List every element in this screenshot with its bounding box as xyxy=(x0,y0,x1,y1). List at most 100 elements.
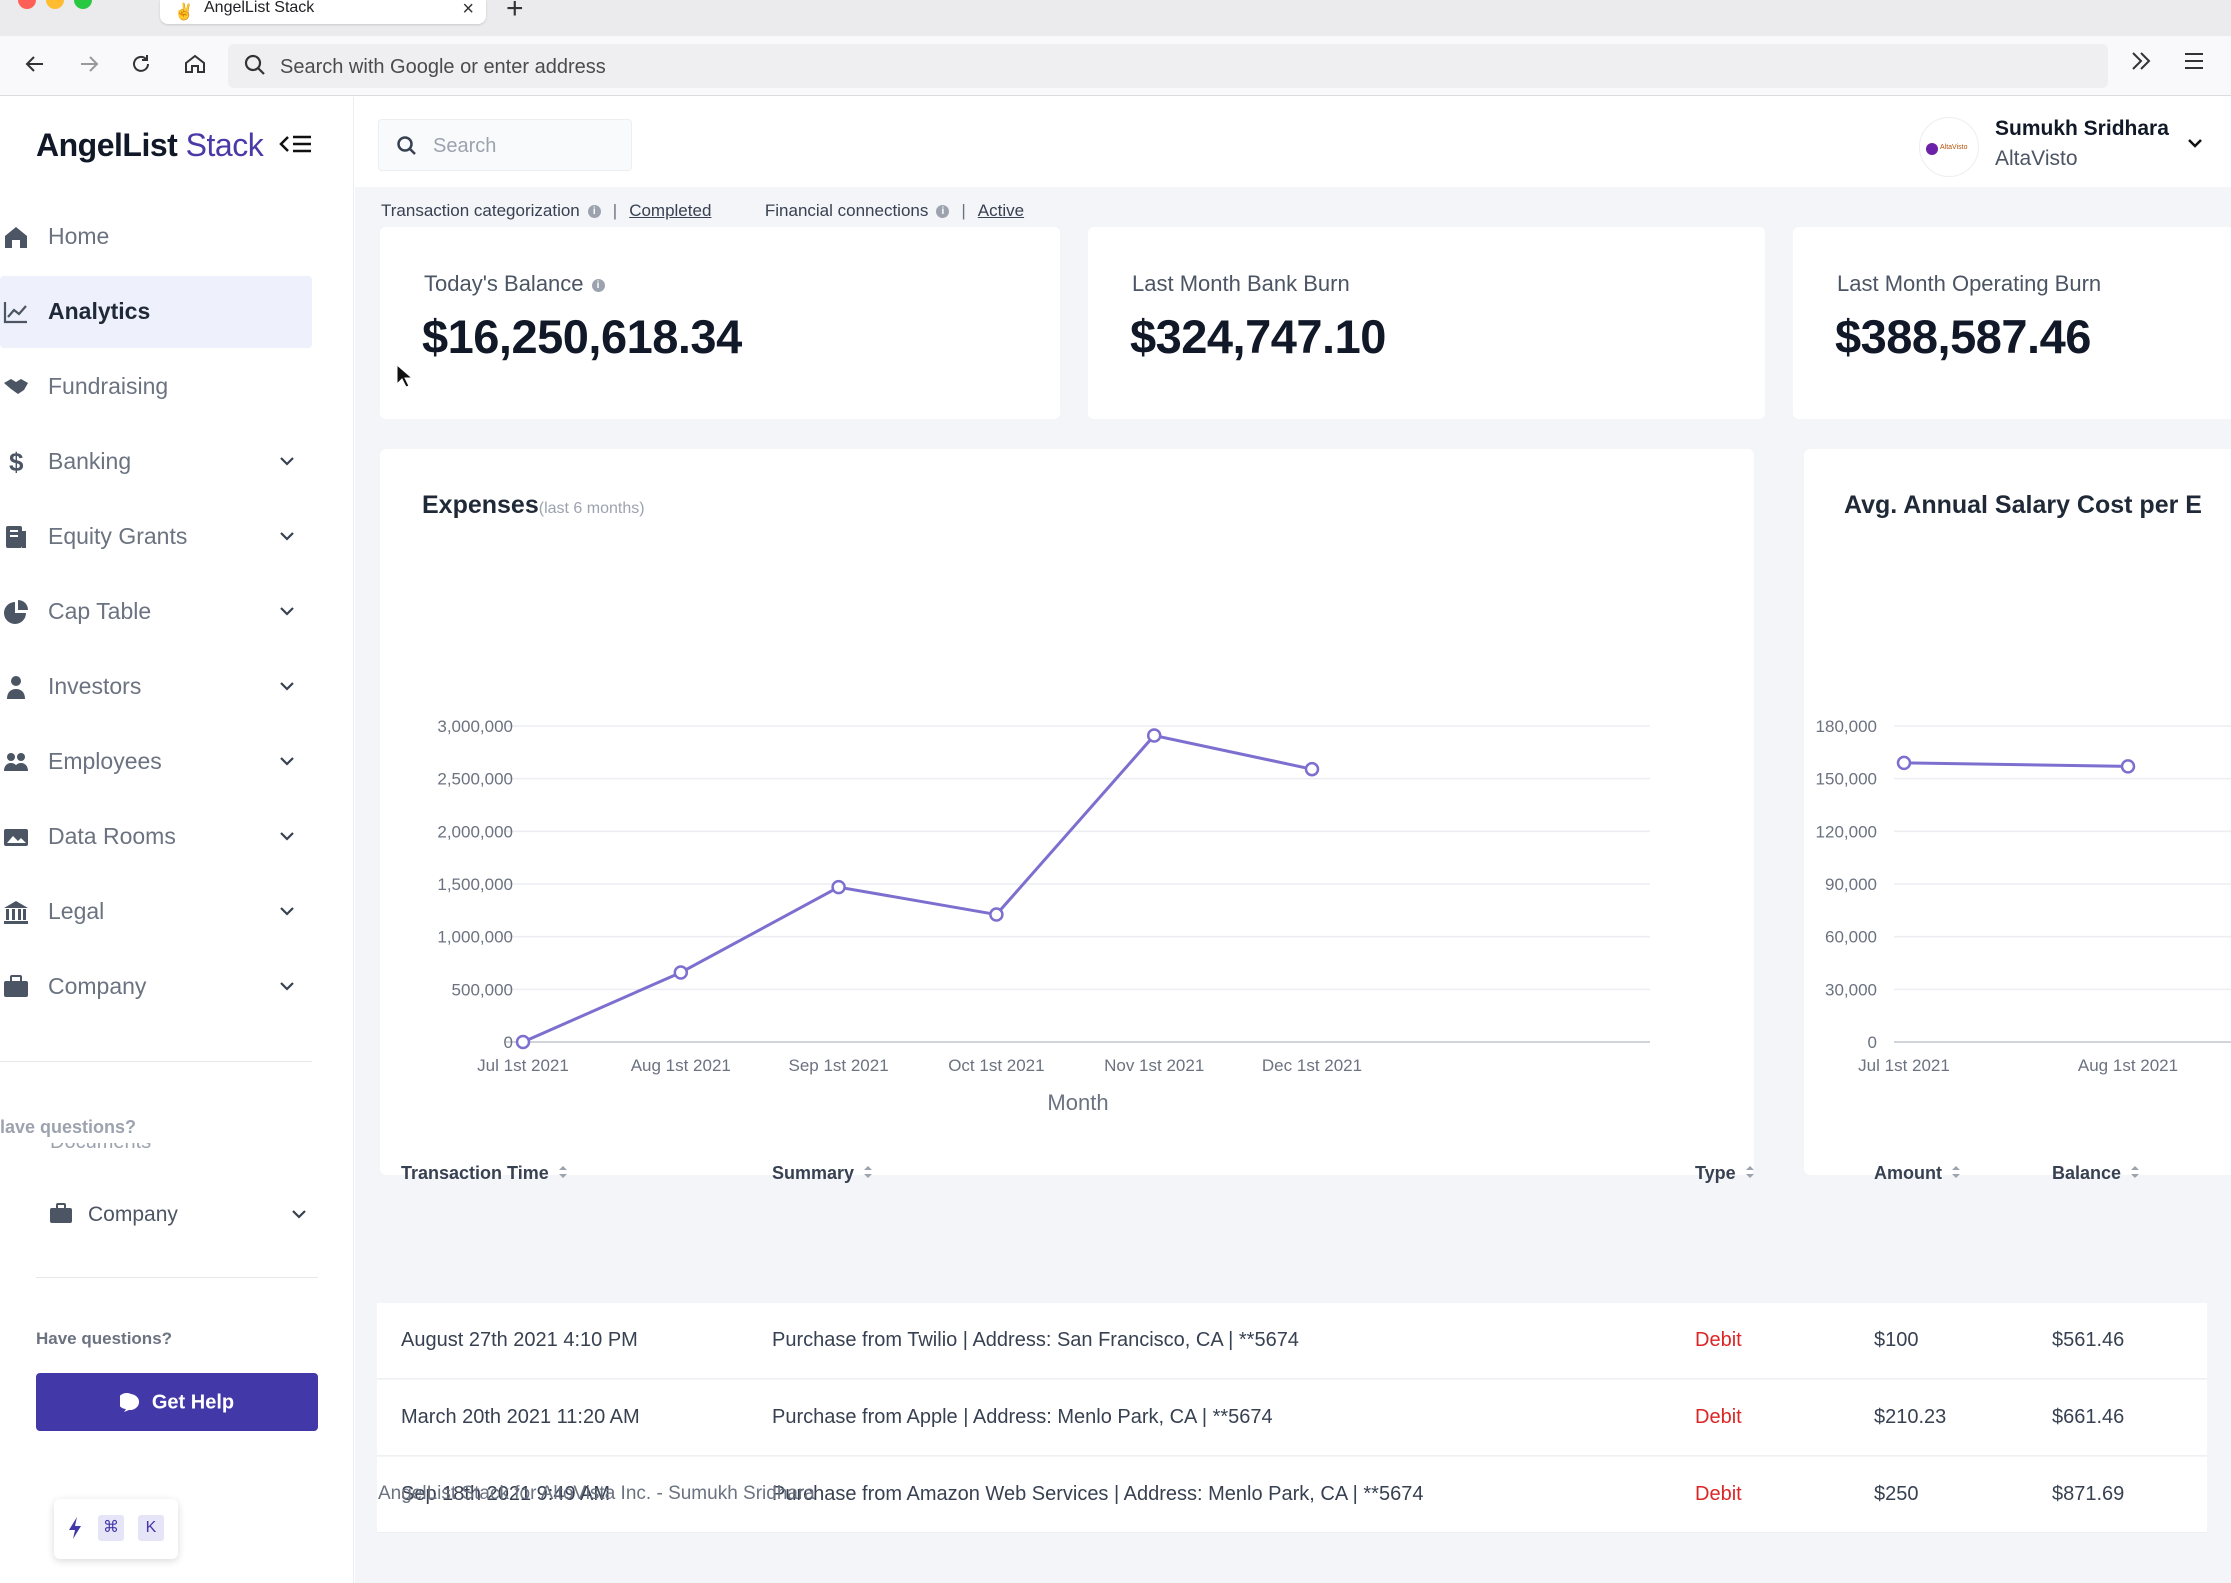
data-point[interactable] xyxy=(1304,761,1320,777)
data-point[interactable] xyxy=(1146,728,1162,743)
search-icon xyxy=(240,50,270,85)
org-avatar[interactable]: AltaVisto xyxy=(1919,117,1979,177)
hamburger-menu-icon[interactable] xyxy=(2182,48,2206,81)
data-point[interactable] xyxy=(831,879,846,895)
info-icon[interactable]: i xyxy=(591,278,605,292)
sidebar: AngelList Stack Home Analytics Fundraising… xyxy=(0,97,354,1583)
cell-type: Debit xyxy=(1695,1329,1742,1351)
column-header-balance[interactable]: Balance xyxy=(2052,1163,2141,1185)
salary-line-chart: 0 30,000 60,000 90,000 120,000 150,000 180,000… xyxy=(1816,717,2231,1075)
angellist-stack-logo[interactable]: AngelList Stack xyxy=(36,127,264,164)
categorization-status-link[interactable]: Completed xyxy=(629,201,712,220)
zoom-window-button[interactable] xyxy=(74,0,92,9)
y-tick-label: 150,000 xyxy=(1816,770,1877,789)
y-tick-label: 0 xyxy=(504,1033,513,1052)
sidebar-item-home[interactable]: Home xyxy=(0,201,312,273)
y-tick-label: 1,000,000 xyxy=(437,928,513,947)
info-icon[interactable]: i xyxy=(587,205,601,219)
browser-tab[interactable]: ✌ AngelList Stack × xyxy=(160,0,486,24)
connections-label: Financial connections xyxy=(764,201,929,220)
chart-title: Expenses(last 6 months) xyxy=(422,491,645,519)
x-tick-label: Jul 1st 2021 xyxy=(1858,1056,1950,1075)
sort-icon[interactable] xyxy=(1744,1164,1756,1185)
table-row[interactable]: Sep 18th 2021 9:49 AM Purchase from Amaz… xyxy=(377,1457,2207,1533)
cell-time: August 27th 2021 4:10 PM xyxy=(401,1329,638,1351)
cell-balance: $661.46 xyxy=(2052,1406,2125,1428)
sidebar-item-company-secondary[interactable]: Company xyxy=(48,1193,348,1237)
chat-bubble-icon xyxy=(117,1392,139,1412)
cell-balance: $871.69 xyxy=(2052,1483,2125,1505)
sort-icon[interactable] xyxy=(862,1164,874,1185)
overflow-chevrons-icon[interactable] xyxy=(2128,48,2154,81)
data-point[interactable] xyxy=(673,965,689,980)
sort-icon[interactable] xyxy=(1950,1164,1962,1185)
expenses-chart-card: Expenses(last 6 months) 0 500,000 1,000,00… xyxy=(380,449,1754,1175)
chevron-down-icon[interactable] xyxy=(2185,133,2205,158)
column-header-transaction-time[interactable]: Transaction Time xyxy=(401,1163,569,1185)
back-arrow-icon[interactable] xyxy=(18,50,52,84)
have-questions-label: Have questions? xyxy=(36,1329,173,1348)
data-point[interactable] xyxy=(989,907,1004,922)
have-questions-ghost-text: lave questions? xyxy=(0,1117,137,1137)
tab-title: AngelList Stack xyxy=(204,0,315,16)
y-tick-label: 3,000,000 xyxy=(437,717,513,736)
sidebar-item-cap-table[interactable]: Cap Table xyxy=(0,576,312,648)
plus-icon[interactable]: + xyxy=(506,0,524,25)
column-header-type[interactable]: Type xyxy=(1695,1163,1756,1185)
connections-status-link[interactable]: Active xyxy=(977,201,1025,220)
user-org[interactable]: AltaVisto xyxy=(1995,147,2078,170)
sort-icon[interactable] xyxy=(557,1164,569,1185)
command-bar-shortcut[interactable]: ⌘ K xyxy=(54,1499,178,1559)
minimize-window-button[interactable] xyxy=(46,0,64,9)
cell-summary: Purchase from Amazon Web Services | Addr… xyxy=(772,1483,1424,1505)
person-icon xyxy=(2,673,30,701)
series-line xyxy=(1903,761,2129,768)
close-window-button[interactable] xyxy=(18,0,36,9)
close-icon[interactable]: × xyxy=(462,0,474,20)
stat-value: $324,747.10 xyxy=(1130,310,1386,363)
sidebar-item-analytics[interactable]: Analytics xyxy=(0,276,312,348)
x-tick-label: Sep 1st 2021 xyxy=(788,1056,888,1075)
column-header-amount[interactable]: Amount xyxy=(1874,1163,1962,1185)
sidebar-item-label: Company xyxy=(88,1203,178,1226)
sidebar-item-legal[interactable]: Legal xyxy=(0,876,312,948)
sidebar-item-investors[interactable]: Investors xyxy=(0,651,312,723)
table-row[interactable]: August 27th 2021 4:10 PM Purchase from T… xyxy=(377,1303,2207,1379)
org-logo-mark-icon xyxy=(1926,143,1938,155)
sidebar-item-fundraising[interactable]: Fundraising xyxy=(0,351,312,423)
sidebar-item-company[interactable]: Company xyxy=(0,951,312,1023)
y-tick-label: 1,500,000 xyxy=(437,875,513,894)
cell-type: Debit xyxy=(1695,1483,1742,1505)
sort-icon[interactable] xyxy=(2129,1164,2141,1185)
chevron-down-icon xyxy=(278,902,296,925)
data-point[interactable] xyxy=(1896,755,1912,771)
data-point[interactable] xyxy=(515,1034,531,1050)
sidebar-item-data-rooms[interactable]: Data Rooms xyxy=(0,801,312,873)
info-icon[interactable]: i xyxy=(936,205,950,219)
sidebar-item-label: Home xyxy=(48,223,110,249)
x-tick-label: Dec 1st 2021 xyxy=(1262,1056,1362,1075)
column-header-summary[interactable]: Summary xyxy=(772,1163,874,1185)
collapse-sidebar-icon[interactable] xyxy=(278,129,314,164)
sidebar-item-label: Data Rooms xyxy=(48,823,176,849)
handshake-icon xyxy=(2,373,30,401)
get-help-button[interactable]: Get Help xyxy=(36,1373,318,1431)
search-input[interactable]: Search xyxy=(378,119,632,171)
chevron-down-icon xyxy=(278,752,296,775)
table-row[interactable]: March 20th 2021 11:20 AM Purchase from A… xyxy=(377,1380,2207,1456)
user-name[interactable]: Sumukh Sridhara xyxy=(1995,117,2169,140)
address-bar[interactable]: Search with Google or enter address xyxy=(228,44,2108,88)
y-tick-label: 120,000 xyxy=(1816,822,1877,841)
data-point[interactable] xyxy=(2120,759,2136,774)
home-icon[interactable] xyxy=(178,50,212,84)
mouse-cursor-icon xyxy=(395,363,414,394)
sidebar-item-employees[interactable]: Employees xyxy=(0,726,312,798)
sidebar-item-banking[interactable]: $ Banking xyxy=(0,426,312,498)
brand-product: Stack xyxy=(185,127,264,163)
sidebar-item-label: Analytics xyxy=(48,298,151,324)
sidebar-item-equity-grants[interactable]: Equity Grants xyxy=(0,501,312,573)
forward-arrow-icon[interactable] xyxy=(72,50,106,84)
cell-amount: $100 xyxy=(1874,1329,1919,1351)
reload-icon[interactable] xyxy=(124,50,158,84)
stat-value: $16,250,618.34 xyxy=(422,310,742,363)
